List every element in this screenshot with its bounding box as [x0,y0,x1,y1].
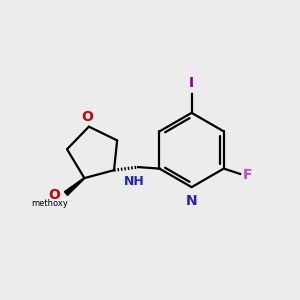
Text: F: F [242,168,252,182]
Text: N: N [186,194,197,208]
Text: I: I [189,76,194,90]
Text: methoxy: methoxy [31,199,68,208]
Text: O: O [82,110,93,124]
Text: O: O [49,188,61,202]
Polygon shape [64,178,85,195]
Text: NH: NH [124,176,145,188]
